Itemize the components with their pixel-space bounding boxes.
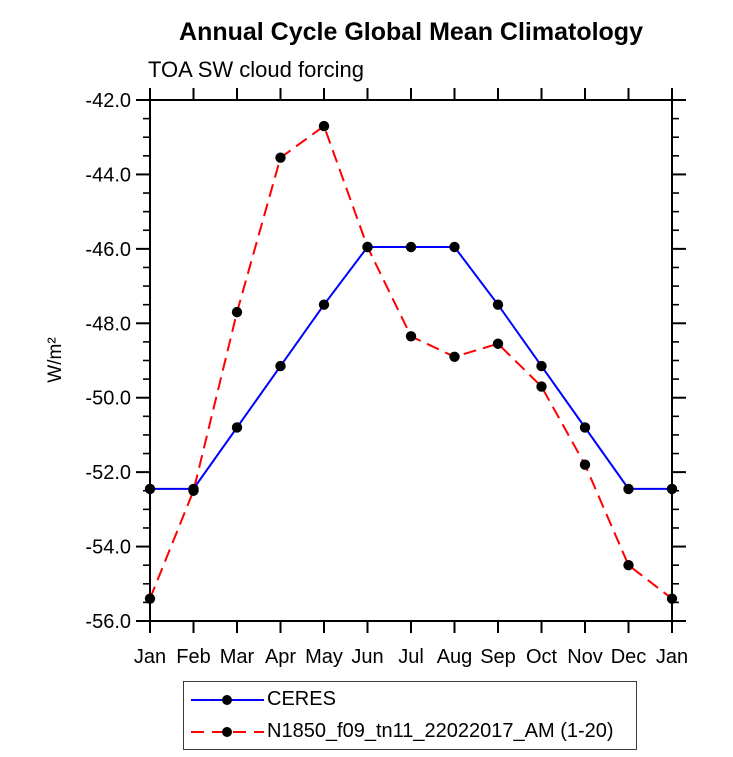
chart-title: Annual Cycle Global Mean Climatology [179, 18, 643, 46]
data-point-marker [318, 120, 330, 132]
y-axis-tick-label: -48.0 [85, 313, 131, 335]
y-axis-tick-label: -54.0 [85, 537, 131, 559]
y-axis-tick-label: -42.0 [85, 90, 131, 112]
x-axis-tick-label: Jun [351, 646, 383, 668]
y-axis-tick-label: -52.0 [85, 462, 131, 484]
data-point-marker [144, 483, 156, 495]
data-point-marker [666, 593, 678, 604]
y-axis-tick-label: -44.0 [85, 164, 131, 186]
legend-marker-icon [222, 726, 232, 737]
legend-line-sample-solid [191, 694, 264, 705]
data-point-marker [362, 241, 373, 253]
x-axis-tick-label: May [305, 646, 343, 668]
data-point-marker [231, 306, 243, 318]
x-axis-tick-label: Oct [526, 646, 558, 668]
y-axis-tick-label: -56.0 [85, 611, 131, 633]
series-line-1 [149, 124, 673, 600]
y-axis-tick-label: -50.0 [85, 388, 131, 410]
data-point-marker [275, 360, 286, 372]
data-point-marker [492, 299, 504, 310]
x-axis-tick-label: Jan [134, 646, 166, 668]
data-point-marker [623, 559, 634, 571]
legend: CERES N1850_f09_tn11_22022017_AM (1-20) [183, 681, 637, 750]
legend-line-sample-dashed [191, 726, 264, 737]
plot-area: -42.0 -44.0 -46.0 -48.0 -50.0 -52.0 -54.0 -56.0… [85, 88, 688, 668]
series-line-0 [150, 245, 672, 490]
data-point-marker [405, 331, 417, 342]
legend-label-ceres: CERES [267, 688, 336, 710]
data-point-marker [144, 593, 156, 604]
data-point-marker [449, 351, 460, 362]
y-axis-tick-label: -46.0 [85, 239, 131, 261]
data-point-marker [231, 422, 243, 433]
data-point-marker [666, 483, 678, 495]
x-axis-tick-label: Jan [656, 646, 688, 668]
data-point-marker [579, 459, 591, 470]
data-point-marker [579, 422, 591, 433]
legend-item-model: N1850_f09_tn11_22022017_AM (1-20) [187, 717, 636, 747]
x-axis-tick-label: Nov [567, 646, 603, 668]
data-point-marker [536, 360, 547, 372]
legend-label-model: N1850_f09_tn11_22022017_AM (1-20) [267, 720, 614, 742]
x-axis-tick-label: Dec [611, 646, 647, 668]
x-axis-tick-label: Jul [398, 646, 424, 668]
data-point-marker [536, 381, 547, 392]
x-axis-tick-label: Aug [437, 646, 473, 668]
x-axis-tick-label: Mar [220, 646, 255, 668]
data-point-marker [492, 338, 504, 349]
plot-frame [149, 99, 673, 622]
chart-subtitle: TOA SW cloud forcing [148, 57, 365, 82]
data-point-marker [449, 241, 460, 253]
data-point-marker [623, 483, 634, 495]
legend-marker-icon [222, 694, 232, 705]
x-axis-tick-label: Sep [480, 646, 516, 668]
legend-item-ceres: CERES [187, 685, 636, 715]
data-point-marker [405, 241, 417, 253]
x-axis-tick-label: Feb [176, 646, 210, 668]
data-point-marker [188, 485, 199, 496]
data-point-marker [318, 299, 330, 310]
x-axis-tick-label: Apr [265, 646, 296, 668]
data-point-marker [275, 152, 286, 163]
